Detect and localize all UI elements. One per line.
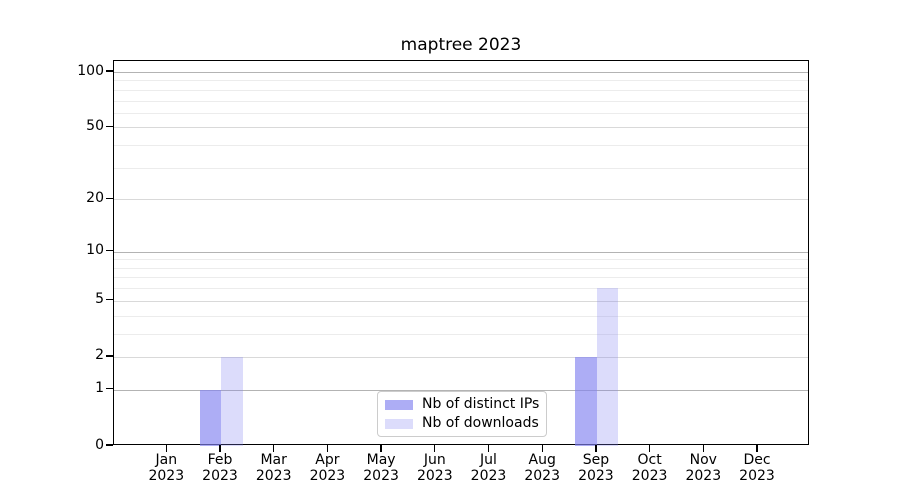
gridline-2: [114, 356, 808, 358]
x-tick-jul-2023: [487, 445, 490, 452]
gridline-minor-80: [114, 89, 808, 91]
legend-swatch-distinct-ips: [385, 399, 413, 410]
gridline-1: [114, 389, 808, 391]
gridline-minor-70: [114, 100, 808, 102]
x-tick-oct-2023: [648, 445, 651, 452]
x-tick-label-apr-2023: Apr 2023: [309, 452, 346, 484]
y-tick-2: [106, 355, 113, 357]
x-tick-label-may-2023: May 2023: [363, 452, 399, 484]
gridline-minor-7: [114, 277, 808, 279]
gridline-100: [114, 72, 808, 73]
x-tick-label-mar-2023: Mar 2023: [255, 452, 292, 484]
x-tick-dec-2023: [756, 445, 758, 452]
gridline-5: [114, 300, 808, 302]
x-tick-label-feb-2023: Feb 2023: [202, 452, 238, 484]
x-tick-jun-2023: [434, 445, 436, 452]
gridline-minor-30: [114, 167, 808, 169]
gridline-10: [114, 251, 808, 253]
gridline-minor-9: [114, 259, 808, 261]
y-tick-label-5: 5: [95, 291, 104, 308]
gridline-minor-8: [114, 267, 808, 269]
bar-nb-of-distinct-ips-sep-2023: [575, 356, 597, 446]
y-tick-label-10: 10: [86, 242, 104, 259]
gridline-minor-90: [114, 80, 808, 82]
x-tick-jan-2023: [165, 445, 167, 452]
x-tick-feb-2023: [219, 445, 221, 452]
y-tick-1: [106, 388, 113, 390]
gridline-minor-4: [114, 315, 808, 317]
y-tick-100: [106, 70, 113, 72]
gridline-minor-6: [114, 288, 808, 290]
y-tick-label-20: 20: [86, 189, 104, 206]
plot-area: [113, 60, 809, 446]
legend-swatch-downloads: [385, 418, 413, 429]
x-tick-aug-2023: [541, 445, 543, 452]
x-tick-label-oct-2023: Oct 2023: [631, 452, 668, 484]
bar-nb-of-distinct-ips-feb-2023: [199, 389, 221, 446]
legend-label-downloads: Nb of downloads: [422, 415, 539, 431]
bar-nb-of-downloads-sep-2023: [596, 288, 619, 446]
x-tick-label-jun-2023: Jun 2023: [416, 452, 453, 484]
y-tick-20: [106, 197, 113, 199]
x-tick-nov-2023: [702, 445, 704, 452]
gridline-minor-3: [114, 333, 808, 335]
y-tick-label-50: 50: [86, 117, 104, 134]
chart-title: maptree 2023: [400, 35, 522, 55]
y-tick-label-0: 0: [95, 436, 104, 453]
x-tick-mar-2023: [273, 445, 275, 452]
y-tick-label-1: 1: [95, 380, 104, 397]
legend: Nb of distinct IPs Nb of downloads: [377, 391, 547, 437]
legend-item-downloads: Nb of downloads: [385, 416, 546, 431]
y-tick-0: [106, 444, 113, 446]
legend-item-distinct-ips: Nb of distinct IPs: [385, 397, 546, 412]
y-tick-label-100: 100: [77, 62, 104, 79]
gridline-minor-40: [114, 145, 808, 147]
x-tick-label-sep-2023: Sep 2023: [578, 452, 614, 484]
x-tick-label-aug-2023: Aug 2023: [524, 452, 560, 484]
gridline-minor-60: [114, 112, 808, 114]
x-tick-label-jan-2023: Jan 2023: [148, 452, 185, 484]
legend-label-distinct-ips: Nb of distinct IPs: [422, 396, 540, 412]
y-tick-5: [106, 299, 113, 301]
x-tick-label-jul-2023: Jul 2023: [470, 452, 507, 484]
bar-nb-of-downloads-feb-2023: [221, 356, 243, 446]
x-tick-may-2023: [380, 445, 382, 452]
y-tick-label-2: 2: [95, 347, 104, 364]
y-tick-10: [106, 250, 113, 252]
y-tick-50: [106, 125, 113, 128]
x-tick-apr-2023: [326, 445, 329, 452]
x-tick-label-dec-2023: Dec 2023: [739, 452, 775, 484]
gridline-20: [114, 199, 808, 201]
x-tick-sep-2023: [595, 445, 597, 452]
gridline-50: [114, 127, 808, 129]
x-tick-label-nov-2023: Nov 2023: [685, 452, 722, 484]
